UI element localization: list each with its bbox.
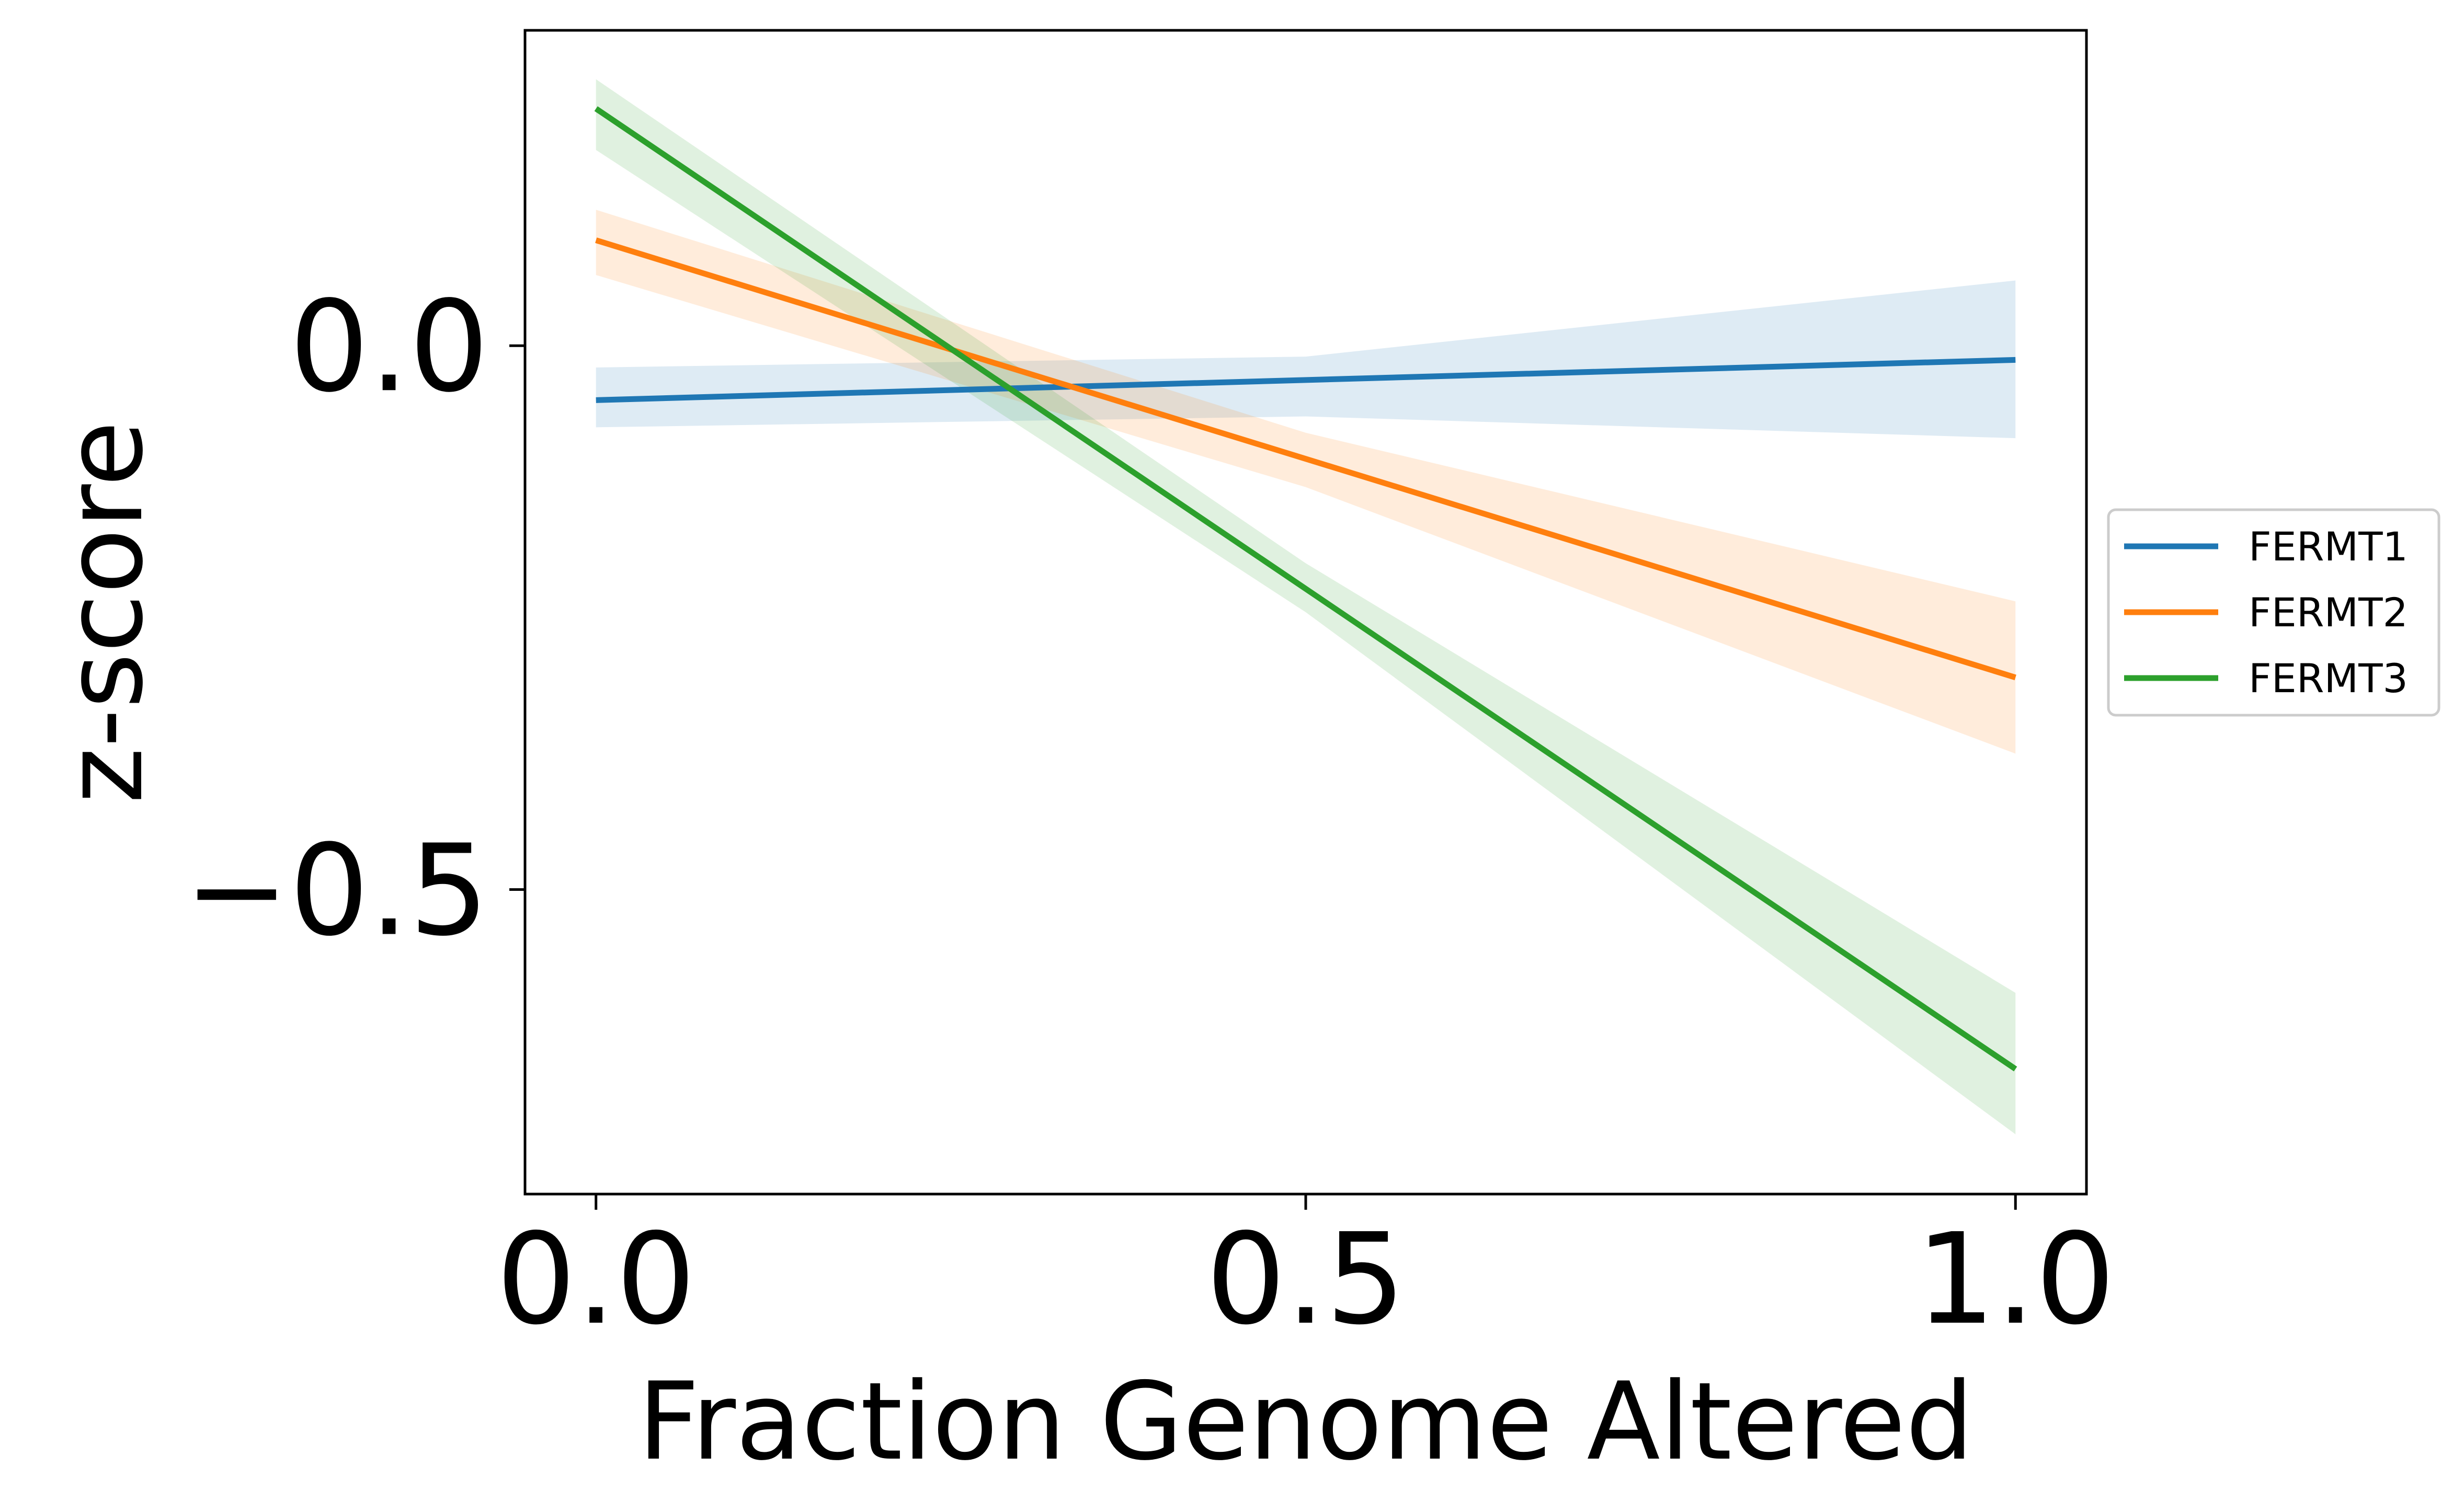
y-tick-label: −0.5	[184, 817, 489, 964]
legend: FERMT1 FERMT2 FERMT3	[2107, 508, 2440, 717]
legend-label-fermt3: FERMT3	[2249, 655, 2408, 702]
ci-band-fermt1	[596, 280, 2016, 439]
x-tick-label: 0.0	[496, 1206, 696, 1352]
x-tick-label: 1.0	[1915, 1206, 2115, 1352]
x-tick-label: 0.5	[1206, 1206, 1406, 1352]
x-axis-ticks: 0.0 0.5 1.0	[496, 1194, 2115, 1352]
legend-label-fermt2: FERMT2	[2249, 589, 2408, 636]
y-tick-label: 0.0	[289, 273, 489, 420]
legend-label-fermt1: FERMT1	[2249, 523, 2408, 570]
series-line-fermt2	[595, 237, 2016, 681]
series-line-fermt3	[594, 106, 2017, 1072]
y-axis-ticks: 0.0 −0.5	[184, 273, 525, 964]
x-axis-label: Fraction Genome Altered	[638, 1360, 1974, 1484]
series-line-fermt1	[596, 357, 2016, 403]
series-lines	[594, 106, 2017, 1072]
y-axis-label: z-score	[42, 421, 167, 804]
ci-band-fermt3	[596, 79, 2016, 1134]
legend-box	[2107, 508, 2440, 717]
